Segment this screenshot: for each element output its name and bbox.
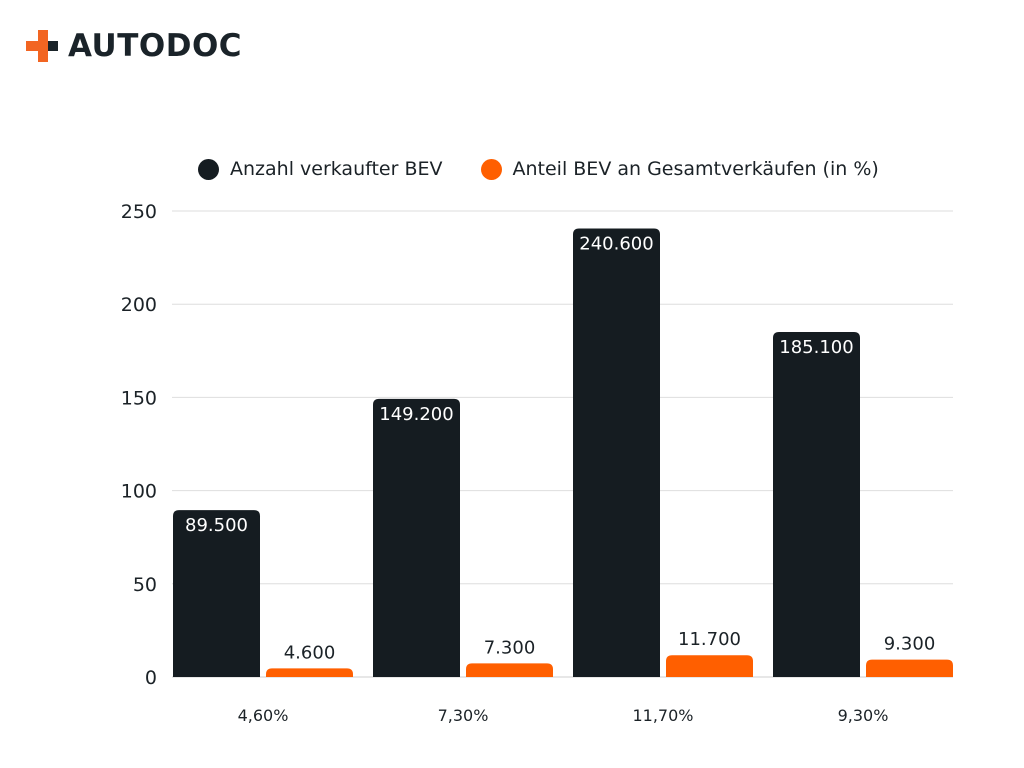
y-tick-label: 0 [145, 667, 157, 689]
y-tick-label: 50 [133, 574, 157, 596]
data-label-share: 4.600 [284, 642, 336, 663]
x-category-label: 11,70% [632, 706, 693, 725]
chart-legend: Anzahl verkaufter BEV Anteil BEV an Gesa… [198, 158, 917, 180]
bar-count [573, 228, 660, 677]
y-tick-label: 100 [121, 481, 157, 503]
bar-share [466, 663, 553, 677]
bar-count [773, 331, 860, 677]
autodoc-logo: AUTODOC [26, 30, 242, 62]
data-label-count: 240.600 [579, 234, 653, 255]
bar-share [266, 668, 353, 677]
data-label-count: 185.100 [779, 337, 853, 358]
x-category-label: 4,60% [238, 706, 289, 725]
y-tick-label: 250 [121, 201, 157, 223]
y-tick-label: 200 [121, 294, 157, 316]
x-category-label: 7,30% [438, 706, 489, 725]
legend-item-count: Anzahl verkaufter BEV [198, 158, 443, 180]
data-label-count: 149.200 [379, 404, 453, 425]
legend-item-share: Anteil BEV an Gesamtverkäufen (in %) [480, 158, 879, 180]
data-label-count: 89.500 [185, 515, 248, 536]
bar-count [373, 398, 460, 677]
legend-swatch-count [198, 158, 219, 180]
brand-name: AUTODOC [68, 28, 243, 64]
x-category-label: 9,30% [838, 706, 889, 725]
plus-logo-icon [26, 30, 58, 62]
y-tick-label: 150 [121, 387, 157, 409]
legend-swatch-share [480, 158, 502, 180]
legend-label-count: Anzahl verkaufter BEV [230, 158, 443, 180]
data-label-share: 11.700 [678, 629, 741, 650]
data-label-share: 9.300 [884, 634, 936, 655]
legend-label-share: Anteil BEV an Gesamtverkäufen (in %) [512, 158, 879, 180]
data-label-share: 7.300 [484, 637, 536, 658]
bar-count [173, 510, 260, 677]
bar-share [866, 659, 953, 677]
bar-share [666, 655, 753, 677]
